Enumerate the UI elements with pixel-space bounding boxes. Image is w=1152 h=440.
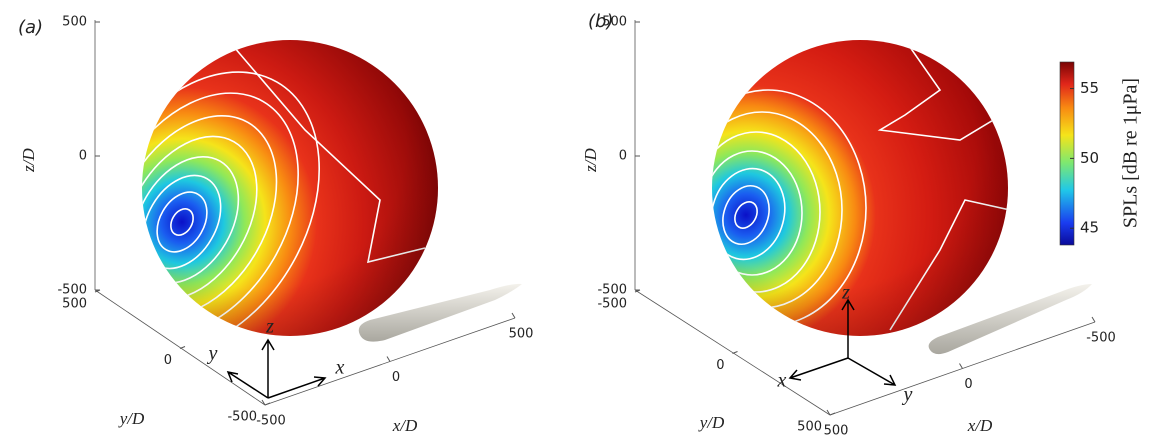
y-tick-label: 0 bbox=[164, 353, 172, 368]
x-tick bbox=[387, 357, 390, 362]
y-tick-label: -500 bbox=[597, 297, 627, 312]
triad-label: z bbox=[841, 282, 850, 304]
z-tick-label: 500 bbox=[62, 15, 87, 30]
triad-label: z bbox=[265, 316, 274, 338]
x-tick-label: 500 bbox=[509, 327, 534, 342]
colorbar-tick-label: 50 bbox=[1080, 149, 1099, 167]
y-tick bbox=[733, 352, 738, 354]
x-tick-label: 0 bbox=[392, 370, 400, 385]
y-tick bbox=[265, 403, 270, 405]
y-tick-label: -500 bbox=[227, 410, 257, 425]
x-tick-label: 0 bbox=[964, 377, 972, 392]
figure: (a)-5000500-5000500-5000500z/Dy/Dx/Dxyz(… bbox=[0, 0, 1152, 440]
z-axis-label: z/D bbox=[581, 147, 600, 172]
triad-label: y bbox=[207, 343, 218, 365]
panel-label: (a) bbox=[18, 17, 43, 38]
triad-label: y bbox=[902, 384, 913, 406]
sphere-b bbox=[670, 40, 1010, 336]
x-tick-label: -500 bbox=[1086, 331, 1116, 346]
z-tick-label: -500 bbox=[597, 283, 627, 298]
submarine bbox=[359, 284, 1092, 354]
x-axis-label: x/D bbox=[967, 416, 993, 435]
y-axis-label: y/D bbox=[118, 409, 145, 428]
z-tick-label: 0 bbox=[79, 149, 87, 164]
y-tick-label: 500 bbox=[62, 297, 87, 312]
y-tick-label: 500 bbox=[797, 420, 822, 435]
triad-label: x bbox=[777, 370, 787, 392]
x-tick bbox=[960, 364, 963, 369]
triad-label: x bbox=[335, 357, 345, 379]
z-tick-label: 0 bbox=[619, 149, 627, 164]
colorbar-tick-label: 55 bbox=[1080, 79, 1099, 97]
x-tick bbox=[512, 313, 515, 318]
y-tick bbox=[180, 347, 185, 349]
y-axis-label: y/D bbox=[698, 413, 725, 432]
x-tick-label: 500 bbox=[824, 424, 849, 439]
z-tick-label: 500 bbox=[602, 15, 627, 30]
y-tick-label: 0 bbox=[716, 358, 724, 373]
colorbar bbox=[1060, 62, 1074, 245]
colorbar-label: SPLs [dB re 1μPa] bbox=[1120, 78, 1142, 228]
y-tick bbox=[830, 413, 835, 415]
z-tick-label: -500 bbox=[57, 283, 87, 298]
z-axis-label: z/D bbox=[19, 147, 38, 172]
colorbar-tick-label: 45 bbox=[1080, 219, 1099, 237]
x-axis-label: x/D bbox=[392, 416, 418, 435]
x-tick bbox=[1092, 317, 1095, 322]
x-tick-label: -500 bbox=[256, 414, 286, 429]
